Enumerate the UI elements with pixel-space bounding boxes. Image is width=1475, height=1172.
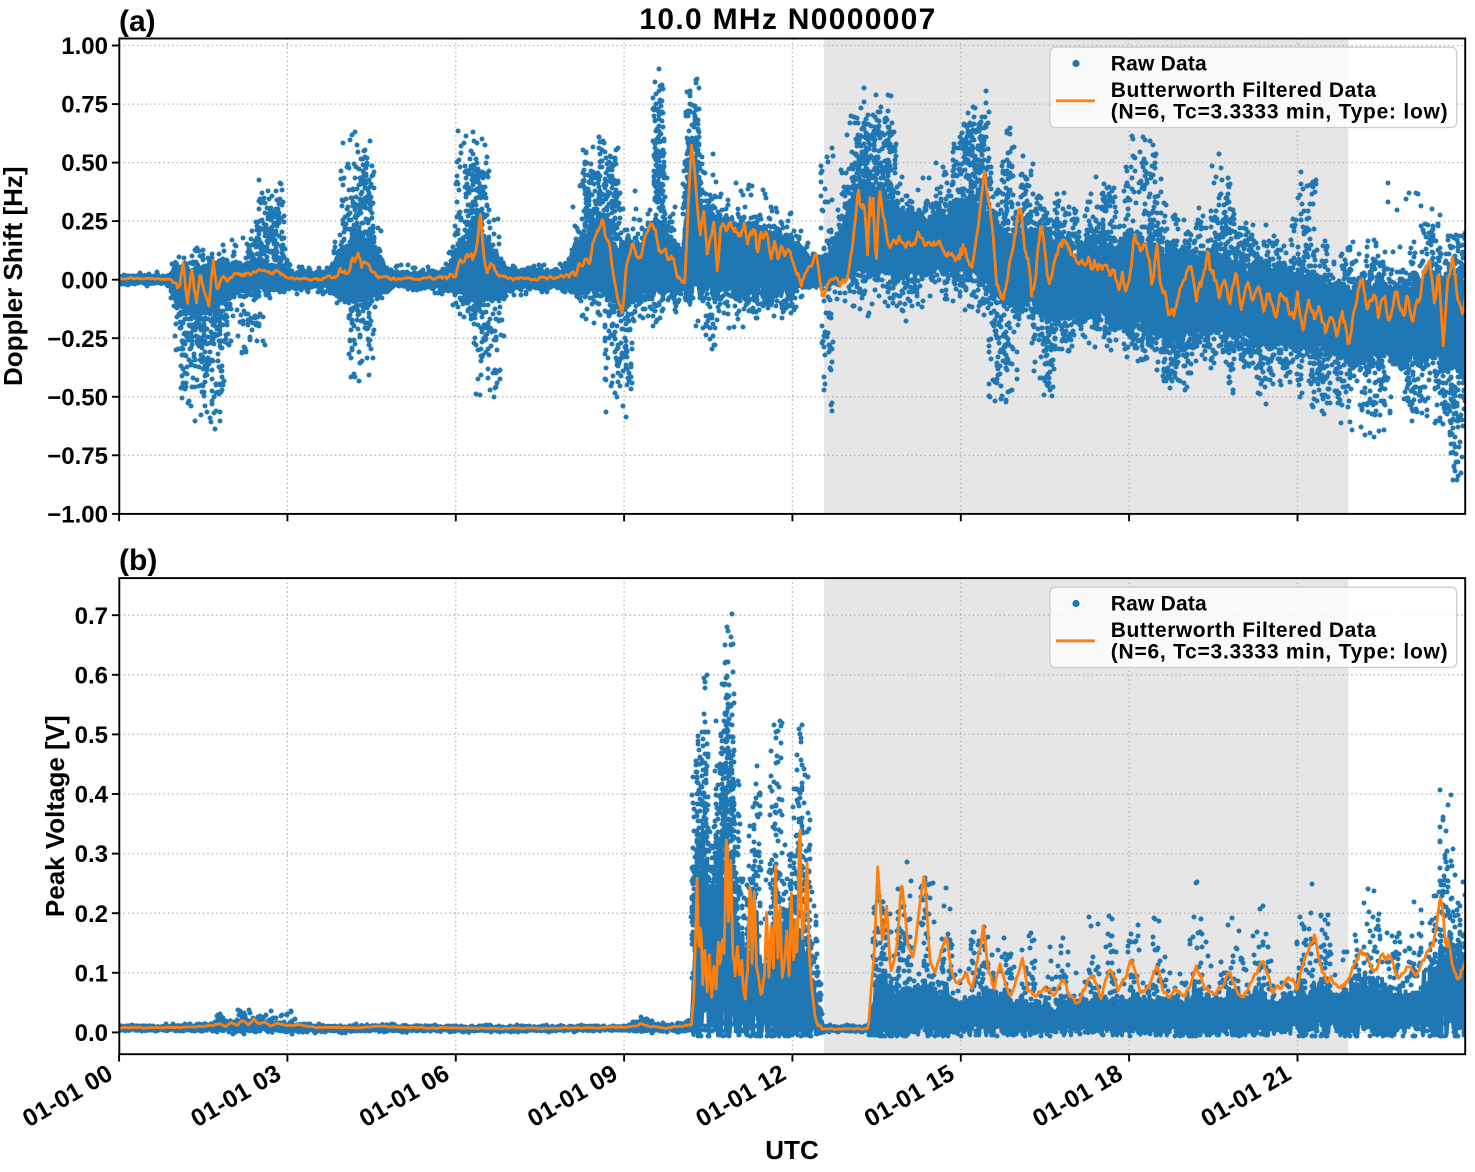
svg-text:(N=6, Tc=3.3333 min, Type: low: (N=6, Tc=3.3333 min, Type: low) <box>1111 641 1449 664</box>
svg-text:0.75: 0.75 <box>61 92 108 119</box>
svg-text:0.0: 0.0 <box>75 1020 108 1047</box>
svg-text:Raw Data: Raw Data <box>1111 593 1207 616</box>
svg-text:0.25: 0.25 <box>61 209 108 236</box>
svg-text:0.7: 0.7 <box>75 603 108 630</box>
svg-text:0.6: 0.6 <box>75 662 108 689</box>
svg-text:Raw Data: Raw Data <box>1111 53 1207 76</box>
svg-text:UTC: UTC <box>765 1135 819 1165</box>
svg-text:(b): (b) <box>119 544 157 577</box>
svg-text:0.50: 0.50 <box>61 150 108 177</box>
svg-text:Butterworth Filtered Data: Butterworth Filtered Data <box>1111 79 1377 102</box>
svg-text:0.2: 0.2 <box>75 901 108 928</box>
svg-text:−0.50: −0.50 <box>47 384 108 411</box>
svg-text:−0.75: −0.75 <box>47 443 108 470</box>
svg-text:0.5: 0.5 <box>75 722 108 749</box>
svg-text:0.1: 0.1 <box>75 960 108 987</box>
svg-text:−0.25: −0.25 <box>47 326 108 353</box>
svg-text:10.0 MHz N0000007: 10.0 MHz N0000007 <box>639 3 936 36</box>
svg-text:1.00: 1.00 <box>61 33 108 60</box>
svg-text:0.3: 0.3 <box>75 841 108 868</box>
svg-text:Butterworth Filtered Data: Butterworth Filtered Data <box>1111 619 1377 642</box>
svg-text:−1.00: −1.00 <box>47 502 108 529</box>
svg-text:Peak Voltage [V]: Peak Voltage [V] <box>40 715 70 917</box>
svg-text:(N=6, Tc=3.3333 min, Type: low: (N=6, Tc=3.3333 min, Type: low) <box>1111 101 1449 124</box>
svg-text:(a): (a) <box>119 5 156 38</box>
svg-text:0.00: 0.00 <box>61 267 108 294</box>
svg-text:Doppler Shift [Hz]: Doppler Shift [Hz] <box>0 166 28 386</box>
svg-text:0.4: 0.4 <box>75 782 109 809</box>
